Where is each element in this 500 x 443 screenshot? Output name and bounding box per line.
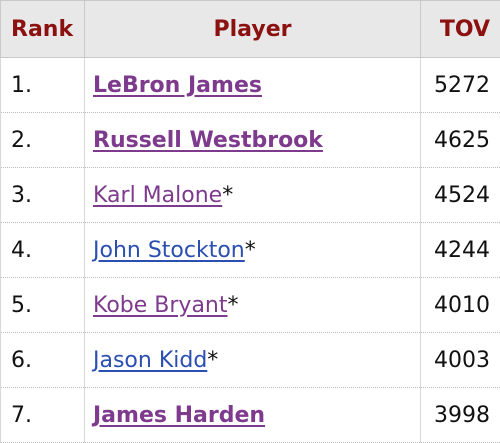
player-cell: Karl Malone* [85, 168, 421, 223]
rank-column-header[interactable]: Rank [1, 1, 85, 58]
tov-cell: 4010 [421, 278, 500, 333]
tov-cell: 4524 [421, 168, 500, 223]
table-row: 7. James Harden 3998 [1, 388, 500, 443]
rank-cell: 6. [1, 333, 85, 388]
player-cell: LeBron James [85, 58, 421, 113]
player-column-header[interactable]: Player [85, 1, 421, 58]
rank-cell: 4. [1, 223, 85, 278]
player-cell: Jason Kidd* [85, 333, 421, 388]
table-row: 5. Kobe Bryant* 4010 [1, 278, 500, 333]
table-row: 3. Karl Malone* 4524 [1, 168, 500, 223]
rank-cell: 3. [1, 168, 85, 223]
tov-cell: 4244 [421, 223, 500, 278]
rank-cell: 2. [1, 113, 85, 168]
player-cell: James Harden [85, 388, 421, 443]
player-link[interactable]: LeBron James [93, 73, 262, 98]
rank-cell: 5. [1, 278, 85, 333]
table-row: 2. Russell Westbrook 4625 [1, 113, 500, 168]
player-link[interactable]: James Harden [93, 403, 265, 428]
hall-of-fame-marker: * [222, 183, 233, 208]
rank-cell: 7. [1, 388, 85, 443]
table-header: Rank Player TOV [1, 1, 500, 58]
player-cell: Kobe Bryant* [85, 278, 421, 333]
header-row: Rank Player TOV [1, 1, 500, 58]
tov-cell: 4625 [421, 113, 500, 168]
table-body: 1. LeBron James 5272 2. Russell Westbroo… [1, 58, 500, 443]
tov-column-header[interactable]: TOV [421, 1, 500, 58]
tov-cell: 3998 [421, 388, 500, 443]
player-link[interactable]: Karl Malone [93, 183, 222, 208]
table-row: 1. LeBron James 5272 [1, 58, 500, 113]
table-row: 4. John Stockton* 4244 [1, 223, 500, 278]
player-cell: John Stockton* [85, 223, 421, 278]
tov-cell: 4003 [421, 333, 500, 388]
player-link[interactable]: Russell Westbrook [93, 128, 323, 153]
player-link[interactable]: Kobe Bryant [93, 293, 228, 318]
rank-cell: 1. [1, 58, 85, 113]
hall-of-fame-marker: * [245, 238, 256, 263]
hall-of-fame-marker: * [207, 348, 218, 373]
player-link[interactable]: John Stockton [93, 238, 245, 263]
table-row: 6. Jason Kidd* 4003 [1, 333, 500, 388]
tov-cell: 5272 [421, 58, 500, 113]
player-link[interactable]: Jason Kidd [93, 348, 207, 373]
player-cell: Russell Westbrook [85, 113, 421, 168]
hall-of-fame-marker: * [228, 293, 239, 318]
